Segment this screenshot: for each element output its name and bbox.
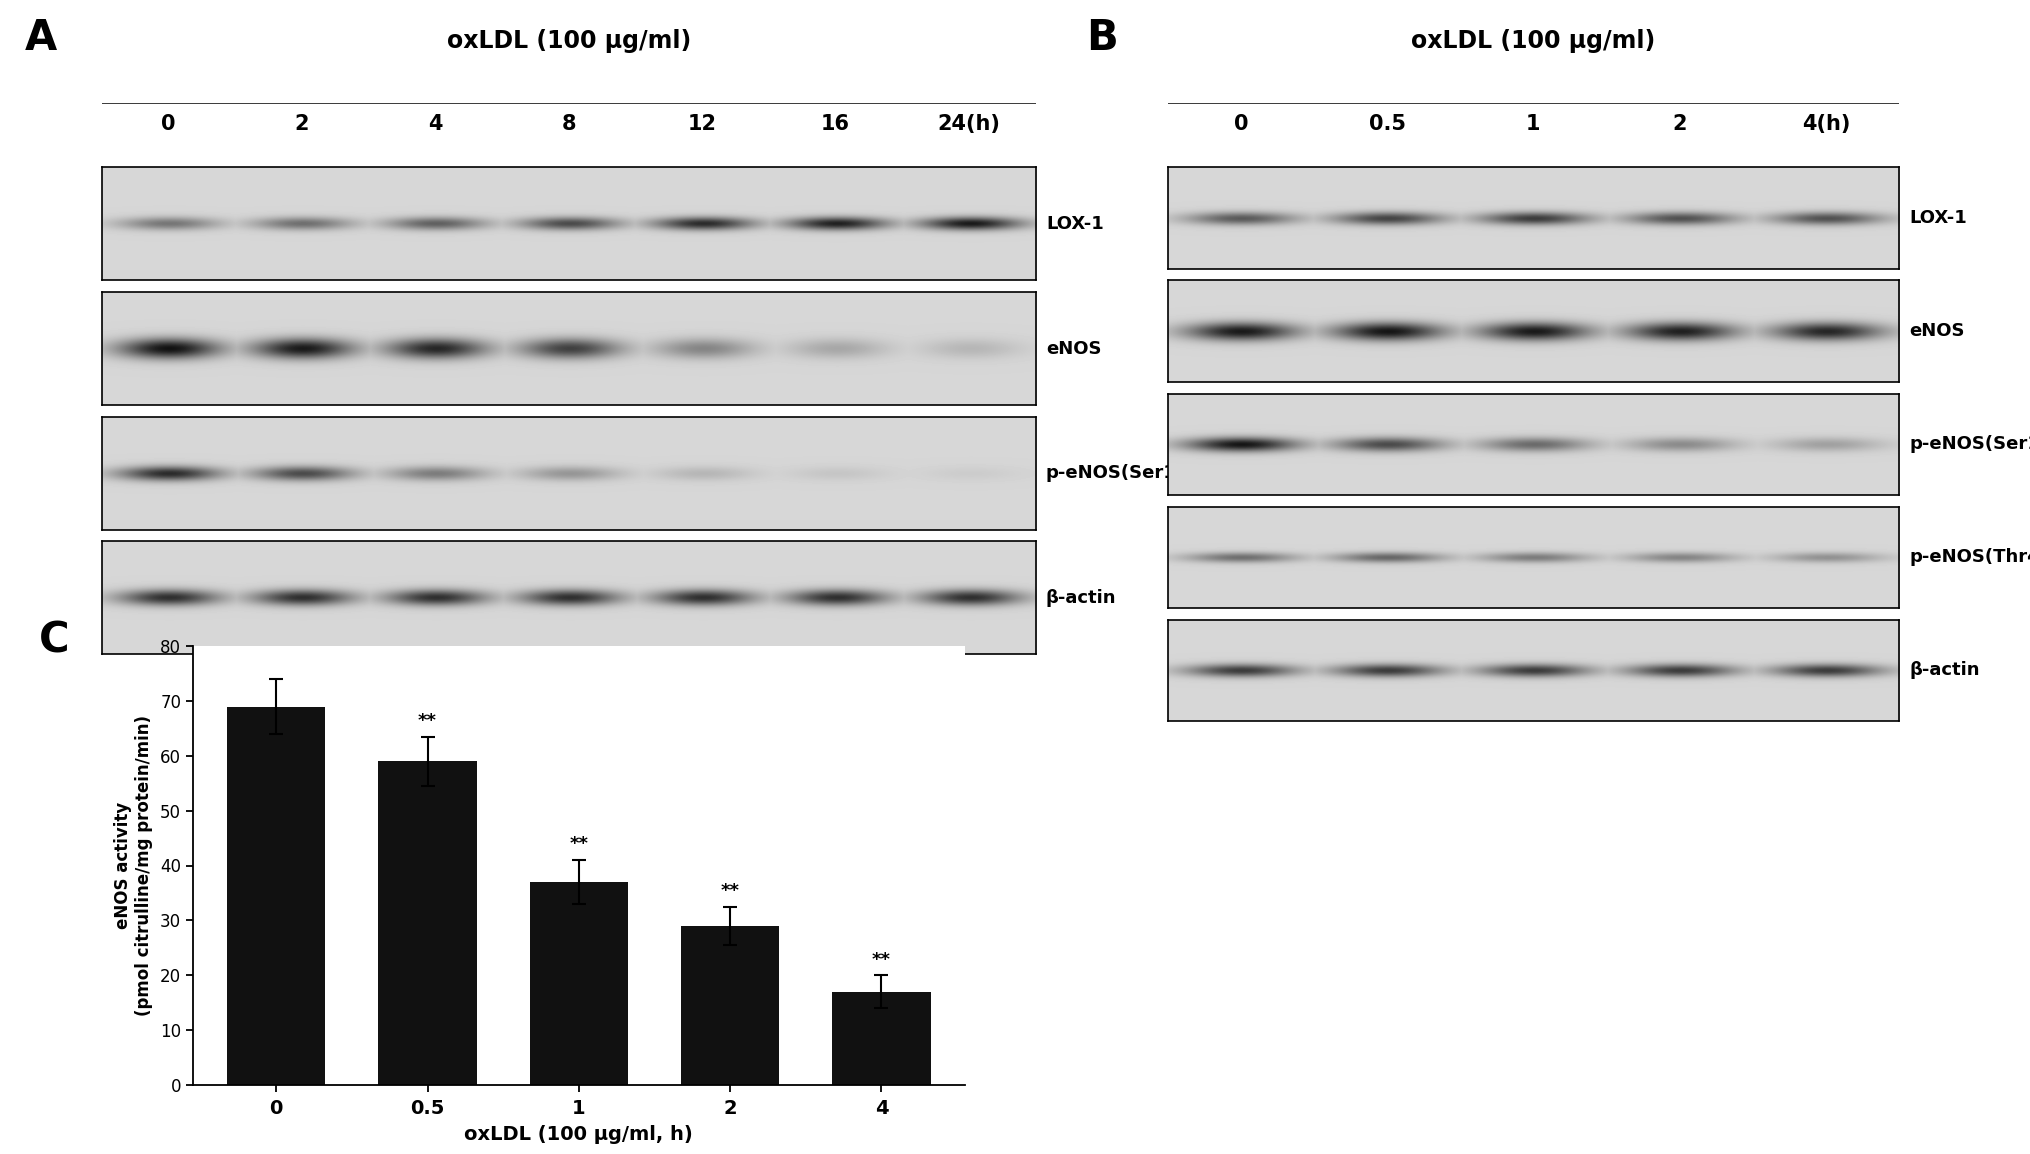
Text: 0: 0 (1232, 114, 1248, 134)
Bar (680, 926, 780, 1085)
Text: **: ** (871, 951, 891, 968)
Text: 2: 2 (294, 114, 309, 134)
Text: **: ** (568, 835, 589, 854)
Text: LOX-1: LOX-1 (1045, 215, 1102, 233)
Text: p-eNOS(Ser1179): p-eNOS(Ser1179) (1045, 464, 1222, 482)
Text: 8: 8 (560, 114, 577, 134)
Bar (832, 991, 930, 1085)
Text: A: A (24, 17, 57, 59)
Text: 0: 0 (160, 114, 175, 134)
Text: β-actin: β-actin (1045, 589, 1116, 607)
Bar (530, 882, 627, 1085)
Bar (227, 706, 325, 1085)
Text: p-eNOS(Thr497): p-eNOS(Thr497) (1908, 548, 2030, 567)
Y-axis label: eNOS activity
(pmol citrulline/mg protein/min): eNOS activity (pmol citrulline/mg protei… (114, 715, 152, 1016)
Text: B: B (1086, 17, 1119, 59)
Text: **: ** (721, 882, 739, 900)
Text: eNOS: eNOS (1908, 322, 1963, 340)
Text: LOX-1: LOX-1 (1908, 209, 1965, 227)
Text: 16: 16 (820, 114, 851, 134)
Text: **: ** (418, 712, 436, 730)
Text: 2: 2 (1671, 114, 1687, 134)
Text: C: C (39, 620, 69, 662)
Text: 4: 4 (428, 114, 443, 134)
X-axis label: oxLDL (100 μg/ml, h): oxLDL (100 μg/ml, h) (465, 1125, 692, 1144)
Text: p-eNOS(Ser1179): p-eNOS(Ser1179) (1908, 435, 2030, 454)
Text: 24(h): 24(h) (938, 114, 1001, 134)
Text: 0.5: 0.5 (1368, 114, 1405, 134)
Text: 1: 1 (1525, 114, 1541, 134)
Text: 4(h): 4(h) (1801, 114, 1849, 134)
Text: 12: 12 (688, 114, 717, 134)
Bar (378, 762, 477, 1085)
Text: β-actin: β-actin (1908, 661, 1979, 680)
Text: oxLDL (100 μg/ml): oxLDL (100 μg/ml) (447, 29, 690, 53)
Text: eNOS: eNOS (1045, 339, 1100, 358)
Text: oxLDL (100 μg/ml): oxLDL (100 μg/ml) (1411, 29, 1654, 53)
